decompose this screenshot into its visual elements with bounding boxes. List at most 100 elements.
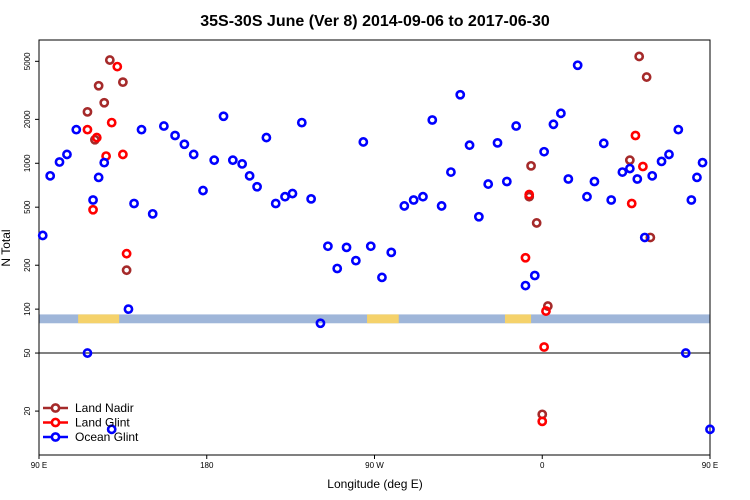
y-tick-label: 1000 [23,154,32,172]
ocean-glint-point [673,124,684,135]
land-segment [367,314,399,324]
ocean-glint-point [82,348,93,358]
ocean-glint-point [37,230,48,241]
land-glint-point [91,132,102,143]
ocean-glint-point [106,424,117,435]
ocean-glint-point [350,255,361,266]
legend-label-ocean-glint: Ocean Glint [75,430,139,444]
ocean-glint-point [306,193,317,204]
ocean-glint-point [93,172,104,183]
ocean-glint-point [686,195,697,205]
y-tick-label: 2000 [23,110,32,128]
ocean-glint-point [539,146,550,157]
ocean-glint-point [572,60,583,71]
ocean-glint-point [624,163,635,174]
legend-marker-ocean-glint [50,432,61,442]
ocean-glint-point [492,137,503,148]
ocean-glint-point [45,170,56,181]
land-glint-point [541,306,551,316]
land-nadir-point [531,218,542,228]
y-tick-label: 500 [23,200,32,214]
ocean-glint-point [617,167,628,177]
ocean-glint-point [261,132,272,143]
ocean-glint-point [639,232,650,243]
ocean-glint-point [237,159,248,169]
ocean-glint-point [589,176,600,187]
ocean-glint-point [598,138,609,149]
ocean-glint-point [632,174,643,184]
ocean-glint-point [377,272,387,283]
x-tick-label: 90 E [31,461,47,470]
land-nadir-point [526,160,536,171]
land-glint-point [520,252,531,263]
ocean-glint-point [365,241,376,252]
ocean-glint-point [323,241,333,252]
ocean-glint-point [170,130,180,141]
land-glint-point [638,161,648,172]
land-glint-point [106,117,117,128]
land-nadir-point [99,97,110,108]
ocean-glint-point [548,119,559,130]
land-nadir-point [645,232,656,243]
ocean-glint-point [99,157,110,168]
ocean-glint-point [218,111,229,122]
land-segment [78,314,120,324]
ocean-glint-point [88,195,98,205]
ocean-glint-point [427,115,438,125]
ocean-glint-point [129,198,139,209]
ocean-glint-point [332,263,343,274]
ocean-glint-point [582,191,592,202]
ocean-glint-point [455,89,466,100]
ocean-glint-point [692,172,702,183]
ocean-glint-point [280,191,290,202]
ocean-glint-point [227,155,238,166]
land-glint-point [82,124,93,135]
y-tick-label: 50 [23,348,32,357]
ocean-glint-point [408,195,419,205]
data-points [37,51,715,435]
ocean-glint-point [136,124,147,135]
ocean-glint-point [418,191,428,202]
ocean-glint-point [62,149,72,160]
land-glint-point [88,204,98,215]
ocean-glint-point [501,176,512,187]
land-segment [504,314,532,324]
ocean-glint-point [399,201,410,211]
land-nadir-point [641,72,652,82]
x-tick-label: 90 W [365,461,384,470]
land-nadir-point [104,55,115,65]
ocean-glint-point [123,304,134,315]
legend-label-land-glint: Land Glint [75,416,130,430]
y-tick-label: 200 [23,258,32,272]
land-glint-point [117,149,128,160]
land-glint-point [121,248,132,259]
ocean-glint-point [287,188,298,199]
x-tick-label: 180 [200,461,214,470]
ocean-glint-point [71,124,82,135]
land-glint-point [626,198,637,209]
land-glint-point [537,416,548,427]
ocean-glint-point [244,170,255,181]
x-axis-ticks: 90 E 180 90 W 0 90 E [31,455,718,470]
ocean-glint-point [147,208,158,219]
land-nadir-point [121,265,132,276]
land-nadir-point [542,301,553,311]
y-tick-label: 5000 [23,52,32,70]
ocean-glint-point [446,167,456,177]
land-nadir-point [634,51,645,62]
ocean-glint-point [179,139,190,150]
land-nadir-point [93,80,104,91]
legend-marker-land-glint [50,417,61,428]
ocean-glint-point [606,195,617,205]
land-nadir-point [624,155,635,166]
ocean-glint-point [664,149,674,160]
land-ocean-band [39,314,710,324]
ocean-glint-point [188,149,199,160]
land-glint-point [539,342,550,352]
y-tick-label: 20 [23,406,32,415]
ocean-glint-point [198,185,208,196]
land-glint-point [630,130,641,141]
chart-title: 35S-30S June (Ver 8) 2014-09-06 to 2017-… [200,13,550,30]
